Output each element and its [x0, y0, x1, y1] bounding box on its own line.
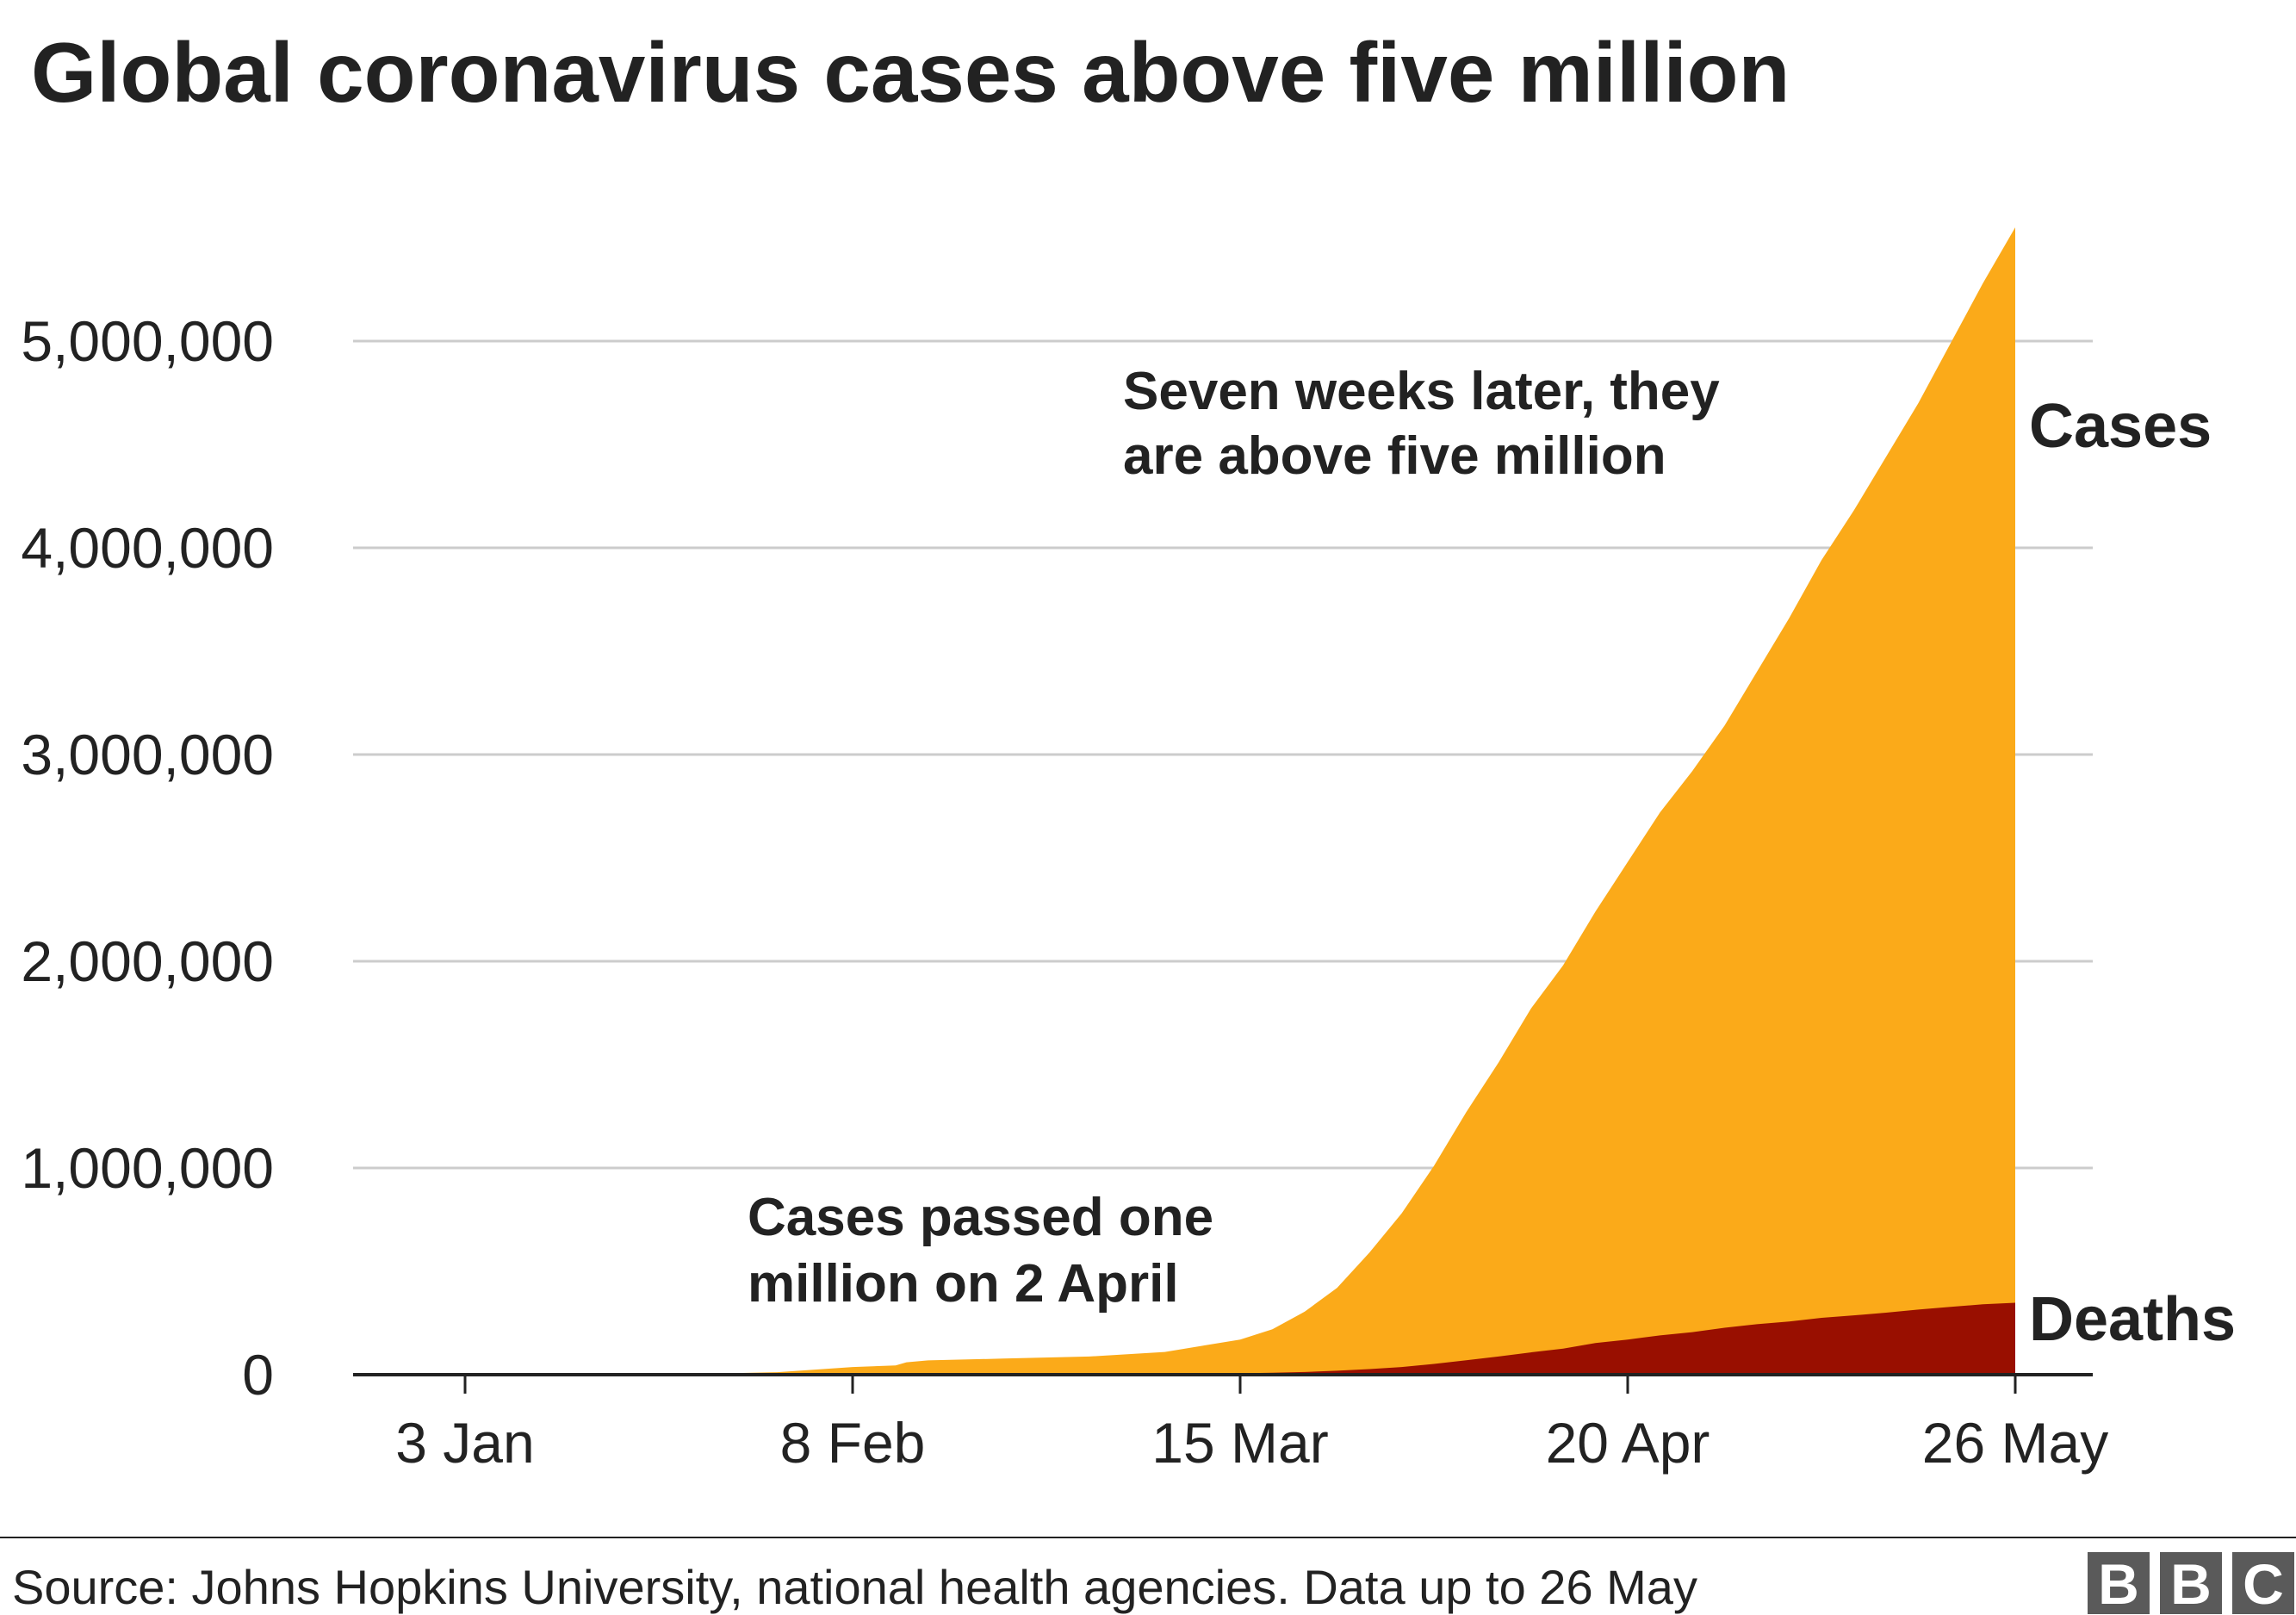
- bbc-logo-letter-1: B: [2098, 1552, 2139, 1615]
- x-tick-label: 26 May: [1922, 1411, 2108, 1475]
- x-axis: 3 Jan 8 Feb 15 Mar 20 Apr 26 May: [353, 1373, 2108, 1475]
- series-label-cases: Cases: [2029, 392, 2212, 461]
- y-tick-label: 2,000,000: [21, 929, 274, 993]
- chart-title: Global coronavirus cases above five mill…: [31, 25, 1790, 120]
- y-tick-label: 1,000,000: [21, 1136, 274, 1200]
- plot-areas: [465, 227, 2015, 1375]
- x-tick-label: 8 Feb: [780, 1411, 926, 1475]
- source-note: Source: Johns Hopkins University, nation…: [12, 1560, 1697, 1614]
- annotation-seven-weeks-line1: Seven weeks later, they: [1123, 362, 1720, 421]
- bbc-logo-block-3: [2232, 1552, 2294, 1614]
- y-axis-ticks: 0 1,000,000 2,000,000 3,000,000 4,000,000 5,0…: [21, 309, 274, 1407]
- x-tick-label: 15 Mar: [1151, 1411, 1328, 1475]
- y-tick-label: 4,000,000: [21, 516, 274, 580]
- series-area-cases: [465, 227, 2015, 1375]
- bbc-logo-block-2: [2160, 1552, 2222, 1614]
- bbc-logo: B B C: [2088, 1552, 2294, 1615]
- annotation-seven-weeks-line2: are above five million: [1123, 426, 1666, 486]
- bbc-logo-block-1: [2088, 1552, 2150, 1614]
- series-area-deaths: [465, 1302, 2015, 1375]
- x-tick-label: 20 Apr: [1546, 1411, 1710, 1475]
- y-tick-label: 5,000,000: [21, 309, 274, 373]
- y-tick-label: 3,000,000: [21, 723, 274, 786]
- annotation-cases-one-million-line2: million on 2 April: [748, 1254, 1179, 1314]
- bbc-logo-letter-2: B: [2170, 1552, 2212, 1615]
- series-label-deaths: Deaths: [2029, 1285, 2236, 1354]
- x-tick-label: 3 Jan: [395, 1411, 534, 1475]
- bbc-logo-letter-3: C: [2243, 1552, 2284, 1615]
- annotation-cases-one-million-line1: Cases passed one: [748, 1188, 1213, 1247]
- y-tick-label: 0: [242, 1343, 274, 1407]
